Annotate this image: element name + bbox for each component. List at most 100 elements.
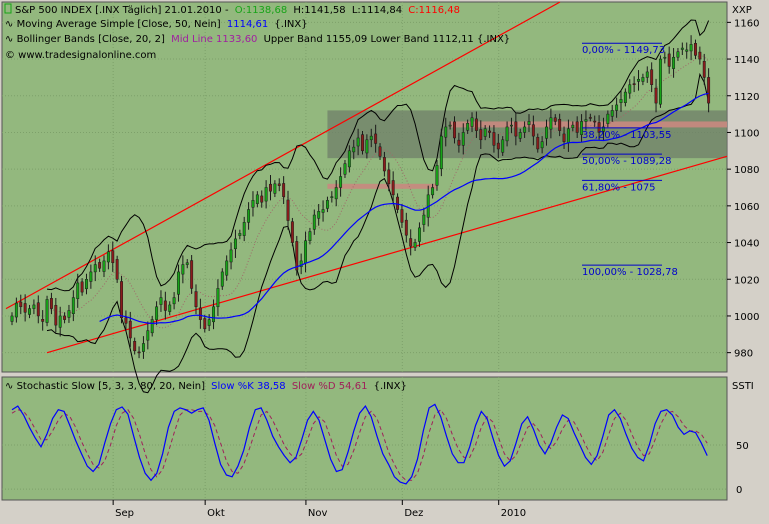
price-tick-label: 1160 (734, 18, 759, 29)
candle-down (382, 157, 386, 172)
candle-up (413, 242, 417, 248)
candle-up (549, 117, 553, 130)
candle-up (680, 47, 684, 50)
candle-up (610, 110, 614, 117)
candle-up (93, 264, 97, 273)
candle-up (28, 308, 31, 315)
candle-down (400, 209, 404, 223)
candle-up (233, 238, 237, 250)
legend-stoch-suffix: {.INX} (374, 381, 407, 392)
candle-up (242, 222, 246, 236)
candle-up (220, 271, 224, 287)
line-legend-icon: ∿ (5, 19, 17, 30)
candle-down (194, 291, 198, 308)
candle-up (439, 135, 443, 170)
candle-down (496, 142, 500, 150)
candle-down (286, 199, 290, 221)
legend-instrument: S&P 500 INDEX [.INX Täglich] 21.01.2010 … (15, 5, 229, 16)
candle-up (85, 279, 88, 290)
price-axis-label: XXP (732, 5, 752, 16)
candle-up (334, 187, 338, 200)
candlesticks (10, 35, 711, 359)
legend-ma: Moving Average Simple [Close, 50, Nein] (17, 19, 221, 30)
candle-up (89, 271, 93, 282)
stoch-axis-label: SSTI (732, 381, 754, 392)
candle-up (229, 249, 233, 263)
candle-up (321, 209, 325, 213)
candle-up (615, 104, 619, 111)
level-bar-1103 (450, 121, 727, 128)
candle-up (584, 119, 588, 122)
candle-up (339, 176, 343, 188)
candle-down (133, 341, 137, 352)
candle-up (510, 124, 513, 127)
candle-up (304, 240, 307, 264)
candle-up (689, 44, 693, 52)
candle-up (628, 84, 632, 94)
price-tick-label: 1060 (734, 202, 759, 213)
stochastic-panel (1, 376, 728, 501)
candle-up (14, 302, 18, 318)
legend-close: C:1116,48 (408, 5, 460, 16)
candle-down (650, 69, 654, 85)
price-tick-label: 980 (734, 349, 753, 360)
candle-up (435, 165, 439, 186)
price-tick-label: 1100 (734, 128, 759, 139)
fib-level-label: 61,80% - 1075 (582, 182, 656, 193)
candle-up (67, 310, 71, 318)
candle-down (269, 183, 272, 192)
candle-up (623, 91, 627, 103)
candle-up (45, 299, 49, 323)
candle-down (260, 195, 264, 203)
candle-down (41, 319, 45, 322)
month-label: Sep (115, 508, 134, 519)
candle-up (325, 200, 329, 209)
candle-up (308, 231, 312, 241)
upper-band (46, 19, 710, 292)
candle-down (361, 134, 364, 152)
candle-down (593, 120, 597, 123)
candle-up (181, 264, 185, 275)
candle-down (536, 136, 540, 150)
candle-up (571, 124, 575, 128)
price-tick-label: 1020 (734, 275, 759, 286)
bollinger-bands (46, 19, 710, 394)
candle-down (115, 259, 119, 280)
candle-up (207, 319, 211, 326)
candle-up (216, 288, 220, 308)
candle-down (575, 121, 579, 133)
candle-up (448, 124, 452, 127)
candle-up (251, 200, 255, 208)
stoch-k-line (11, 403, 708, 485)
candle-up (32, 304, 36, 309)
stochastic-lines (11, 403, 708, 485)
price-tick-label: 1000 (734, 312, 759, 323)
candle-up (501, 139, 505, 153)
candle-down (163, 300, 167, 311)
candle-up (444, 126, 448, 138)
candle-up (418, 227, 421, 242)
candle-up (168, 304, 172, 312)
candle-down (558, 118, 562, 131)
candle-down (54, 305, 58, 326)
svg-text:∿ Moving Average Simple: ∿ Moving Average Simple [Close, 50, Nein… (5, 19, 308, 30)
trend-lines (5, 1, 728, 354)
candle-up (566, 128, 570, 143)
candle-down (137, 351, 141, 354)
candle-up (637, 78, 640, 82)
candle-up (672, 56, 676, 69)
candle-down (391, 180, 395, 196)
legend-bb: Bollinger Bands [Close, 20, 2] (17, 34, 165, 45)
candle-up (225, 260, 229, 276)
candle-up (76, 282, 80, 299)
legend-stoch-d: Slow %D 54,61 (292, 381, 368, 392)
month-label: Okt (207, 508, 225, 519)
legend-open: O:1138,68 (235, 5, 287, 16)
candle-up (369, 135, 373, 141)
candle-up (330, 196, 334, 198)
line-legend-icon: ∿ (5, 34, 17, 45)
candle-down (124, 317, 128, 324)
stoch-tick-label: 50 (736, 441, 749, 452)
